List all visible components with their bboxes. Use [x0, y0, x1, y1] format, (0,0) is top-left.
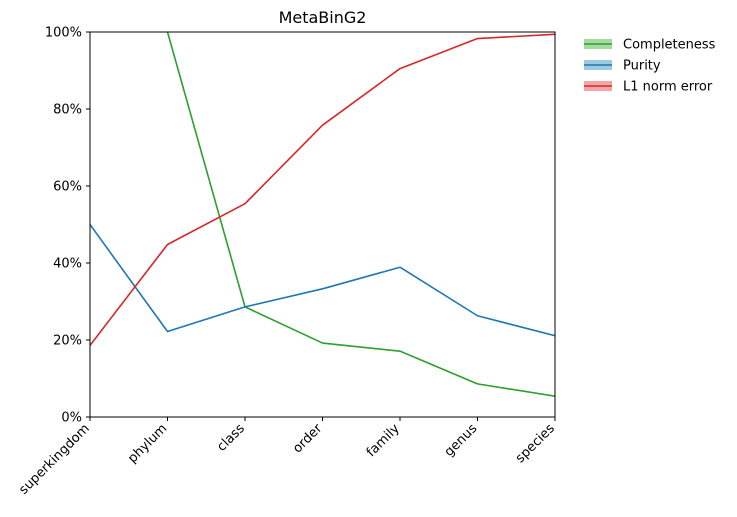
- series-lines: [90, 31, 555, 398]
- plot-frame: [89, 31, 556, 418]
- y-tick-label: 20%: [53, 334, 82, 349]
- chart-title: MetaBinG2: [279, 8, 367, 27]
- series-line-purity: [90, 224, 555, 337]
- y-tick-label: 100%: [45, 26, 82, 41]
- legend-label: Purity: [623, 59, 661, 74]
- legend-label: L1 norm error: [623, 80, 713, 95]
- x-tick-label: phylum: [125, 421, 170, 466]
- y-tick-label: 80%: [53, 103, 82, 118]
- y-tick-label: 40%: [53, 257, 82, 272]
- x-tick-label: order: [290, 421, 326, 457]
- x-tick-label: family: [364, 421, 403, 460]
- legend-item-l1-norm-error: L1 norm error: [584, 80, 713, 95]
- x-tick-label: species: [513, 421, 558, 466]
- x-tick-label: class: [214, 421, 248, 455]
- x-tick-label: genus: [442, 421, 481, 460]
- legend-item-purity: Purity: [584, 59, 661, 74]
- legend-item-completeness: Completeness: [584, 38, 716, 53]
- y-axis: 0% 20% 40% 60% 80% 100%: [45, 26, 90, 426]
- series-line-completeness: [166, 31, 555, 398]
- x-tick-label: superkingdom: [16, 421, 92, 497]
- legend-label: Completeness: [623, 38, 716, 53]
- legend: Completeness Purity L1 norm error: [584, 38, 716, 95]
- x-axis: superkingdom phylum class order family genus s…: [16, 417, 558, 498]
- y-tick-label: 60%: [53, 180, 82, 195]
- y-tick-label: 0%: [61, 411, 82, 426]
- series-line-l1-norm-error: [90, 33, 555, 346]
